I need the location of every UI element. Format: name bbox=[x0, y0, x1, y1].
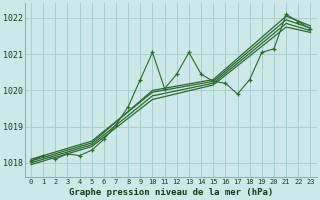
X-axis label: Graphe pression niveau de la mer (hPa): Graphe pression niveau de la mer (hPa) bbox=[68, 188, 273, 197]
